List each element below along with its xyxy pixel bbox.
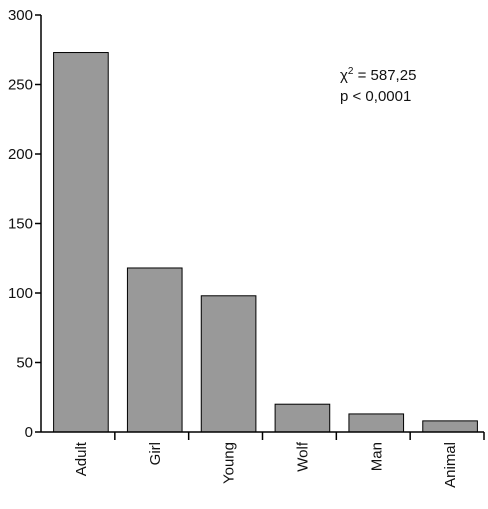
bar-adult [53, 52, 109, 433]
y-axis: 0 50 100 150 200 250 300 [8, 7, 41, 441]
bar-man [348, 413, 405, 433]
y-tick-label: 300 [8, 7, 33, 24]
bars [53, 52, 478, 433]
bar-young [200, 295, 257, 433]
x-tick-label-young: Young [221, 442, 238, 484]
bar-animal [422, 420, 478, 433]
x-tick-label-adult: Adult [73, 441, 90, 476]
y-tick-label: 200 [8, 146, 33, 163]
y-tick-label: 150 [8, 216, 33, 233]
x-tick-label-girl: Girl [147, 442, 164, 465]
y-tick-label: 50 [16, 355, 33, 372]
y-tick-label: 0 [25, 424, 33, 441]
x-tick-label-wolf: Wolf [294, 441, 311, 472]
chi-symbol: χ [340, 67, 348, 84]
bar-wolf [274, 403, 331, 433]
chi-value: = 587,25 [353, 67, 416, 84]
chi-superscript: 2 [348, 66, 354, 77]
x-tick-label-animal: Animal [442, 442, 459, 488]
y-tick-label: 100 [8, 285, 33, 302]
p-value-text: p < 0,0001 [340, 88, 411, 105]
x-axis: Adult Girl Young Wolf Man Animal [73, 432, 485, 488]
chi-square-text: χ2 = 587,25 [340, 66, 416, 84]
bar-girl [126, 267, 183, 433]
y-tick-label: 250 [8, 77, 33, 94]
chi-square-annotation: χ2 = 587,25 p < 0,0001 [340, 66, 416, 105]
x-tick-label-man: Man [368, 442, 385, 471]
